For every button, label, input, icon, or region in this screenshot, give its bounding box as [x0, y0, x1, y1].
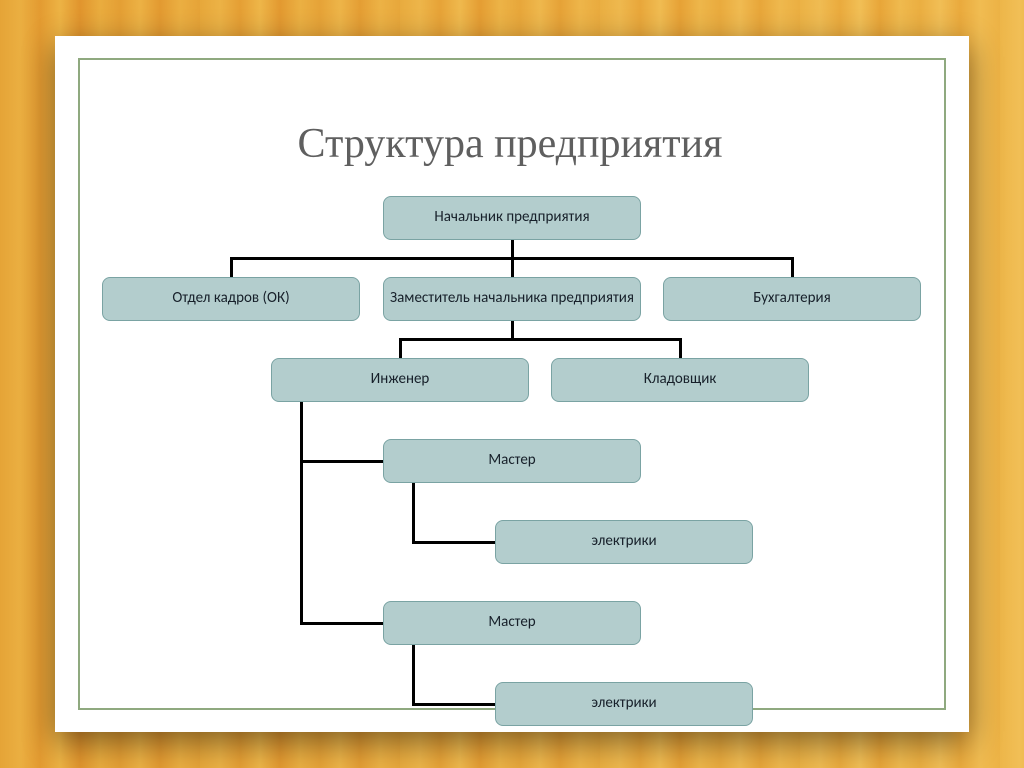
connector-segment: [300, 622, 384, 625]
connector-segment: [399, 338, 682, 341]
connector-segment: [412, 483, 415, 544]
connector-segment: [511, 257, 514, 277]
connector-segment: [791, 257, 794, 277]
org-node-e2: электрики: [495, 682, 753, 726]
org-node-m2: Мастер: [383, 601, 641, 645]
connector-segment: [511, 240, 514, 259]
connector-segment: [412, 541, 496, 544]
org-node-acct: Бухгалтерия: [663, 277, 921, 321]
connector-segment: [300, 460, 384, 463]
connector-segment: [300, 402, 303, 625]
org-node-eng: Инженер: [271, 358, 529, 402]
wood-background: Структура предприятия Начальник предприя…: [0, 0, 1024, 768]
org-node-deputy: Заместитель начальника предприятия: [383, 277, 641, 321]
org-node-m1: Мастер: [383, 439, 641, 483]
connector-segment: [230, 257, 233, 277]
org-node-store: Кладовщик: [551, 358, 809, 402]
org-node-hr: Отдел кадров (ОК): [102, 277, 360, 321]
connector-segment: [511, 321, 514, 340]
connector-segment: [412, 645, 415, 706]
org-chart: Начальник предприятия Отдел кадров (ОК) За…: [0, 0, 1024, 768]
org-node-root: Начальник предприятия: [383, 196, 641, 240]
connector-segment: [412, 703, 496, 706]
org-node-e1: электрики: [495, 520, 753, 564]
connector-segment: [679, 338, 682, 358]
connector-segment: [399, 338, 402, 358]
